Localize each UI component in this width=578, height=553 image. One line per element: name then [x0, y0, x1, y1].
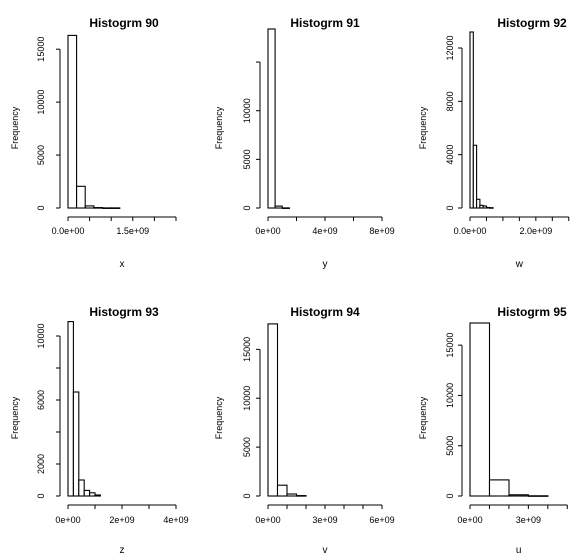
histogram-bar — [83, 489, 91, 497]
histogram-bar — [476, 198, 481, 209]
y-tick-label: 2000 — [36, 454, 46, 474]
histogram-bar — [72, 391, 80, 497]
histogram-panel-2: Histogrm 91 0e+00 4e+09 8e+09 0 5000 10000 y Fre… — [214, 16, 395, 270]
y-tick-label: 10000 — [242, 98, 252, 123]
y-tick-label: 10000 — [36, 323, 46, 348]
histogram-panel-1: Histogrm 90 0.0e+00 1.5e+09 0 5000 10000 15000… — [10, 16, 177, 270]
chart-title: Histogrm 92 — [497, 16, 567, 30]
y-tick-label: 15000 — [36, 37, 46, 62]
y-axis-label: Frequency — [10, 106, 20, 149]
y-tick-label: 0 — [242, 493, 252, 498]
histogram-bar — [281, 207, 290, 209]
x-tick-label: 2e+09 — [109, 515, 134, 525]
x-tick-label: 2.0e+09 — [519, 226, 552, 236]
y-tick-label: 15000 — [445, 333, 455, 358]
histogram-bar — [267, 323, 279, 497]
histogram-bar — [488, 479, 510, 497]
histogram-bar — [110, 207, 121, 209]
histogram-bar — [84, 205, 95, 209]
y-axis-label: Frequency — [418, 396, 428, 439]
y-tick-label: 5000 — [445, 436, 455, 456]
x-axis-label: w — [515, 259, 524, 270]
y-tick-label: 0 — [36, 493, 46, 498]
y-tick-label: 0 — [445, 205, 455, 210]
chart-title: Histogrm 95 — [497, 305, 567, 319]
y-tick-label: 0 — [36, 205, 46, 210]
histogram-panel-5: Histogrm 94 0e+00 3e+09 6e+09 0 5000 10000 1500… — [214, 305, 395, 553]
y-tick-label: 12000 — [445, 35, 455, 60]
x-tick-label: 0e+00 — [255, 226, 280, 236]
x-tick-label: 6e+09 — [369, 515, 394, 525]
y-tick-label: 0 — [242, 205, 252, 210]
x-tick-label: 0.0e+00 — [454, 226, 487, 236]
chart-title: Histogrm 91 — [290, 16, 360, 30]
histogram-bar — [94, 494, 101, 497]
x-tick-label: 8e+09 — [369, 226, 394, 236]
histogram-bar — [508, 494, 529, 497]
y-axis-label: Frequency — [214, 106, 224, 149]
y-tick-label: 5000 — [242, 437, 252, 457]
y-tick-label: 5000 — [36, 145, 46, 165]
y-tick-label: 10000 — [242, 386, 252, 411]
histogram-bar — [76, 185, 86, 209]
y-tick-label: 6000 — [36, 390, 46, 410]
x-axis-label: x — [120, 259, 125, 270]
y-tick-label: 10000 — [445, 383, 455, 408]
histogram-bar — [527, 495, 549, 497]
x-tick-label: 3e+09 — [312, 515, 337, 525]
x-axis-label: v — [323, 545, 328, 553]
chart-title: Histogrm 90 — [89, 16, 159, 30]
x-axis-label: y — [323, 259, 328, 270]
x-tick-label: 0e+00 — [55, 515, 80, 525]
histogram-panel-4: Histogrm 93 0e+00 2e+09 4e+09 0 2000 6000 10000… — [10, 305, 189, 553]
histogram-bar — [89, 492, 96, 497]
x-tick-label: 3e+09 — [516, 515, 541, 525]
y-tick-label: 8000 — [445, 91, 455, 111]
chart-title: Histogrm 94 — [290, 305, 360, 319]
y-tick-label: 4000 — [445, 145, 455, 165]
x-tick-label: 1.5e+09 — [116, 226, 149, 236]
histogram-bar — [276, 484, 288, 497]
histogram-bar — [274, 205, 283, 209]
y-tick-label: 15000 — [242, 337, 252, 362]
histogram-panel-6: Histogrm 95 0e+00 3e+09 0 5000 10000 15000 u Fre… — [418, 305, 568, 553]
histogram-bar — [93, 207, 104, 209]
histogram-bar — [472, 144, 478, 209]
y-tick-label: 5000 — [242, 149, 252, 169]
histogram-bar — [469, 322, 491, 497]
histogram-bar — [286, 493, 298, 497]
x-tick-label: 0e+00 — [457, 515, 482, 525]
chart-title: Histogrm 93 — [89, 305, 159, 319]
histogram-bar — [78, 479, 85, 497]
histogram-panel-3: Histogrm 92 0.0e+00 2.0e+09 0 4000 8000 12000 w… — [418, 16, 570, 270]
histogram-bar — [67, 321, 74, 497]
y-axis-label: Frequency — [418, 106, 428, 149]
y-axis-label: Frequency — [214, 396, 224, 439]
histogram-bar — [489, 207, 494, 209]
y-tick-label: 0 — [445, 493, 455, 498]
histogram-bar — [102, 207, 112, 209]
x-tick-label: 0e+00 — [255, 515, 280, 525]
x-axis-label: u — [516, 545, 522, 553]
x-tick-label: 0.0e+00 — [52, 226, 85, 236]
y-tick-label: 10000 — [36, 90, 46, 115]
histogram-bar — [295, 495, 307, 497]
histogram-bar — [267, 28, 276, 209]
histogram-bar — [469, 31, 474, 209]
histogram-bar — [67, 34, 78, 209]
x-axis-label: z — [120, 545, 125, 553]
x-tick-label: 4e+09 — [312, 226, 337, 236]
x-tick-label: 4e+09 — [163, 515, 188, 525]
y-axis-label: Frequency — [10, 396, 20, 439]
